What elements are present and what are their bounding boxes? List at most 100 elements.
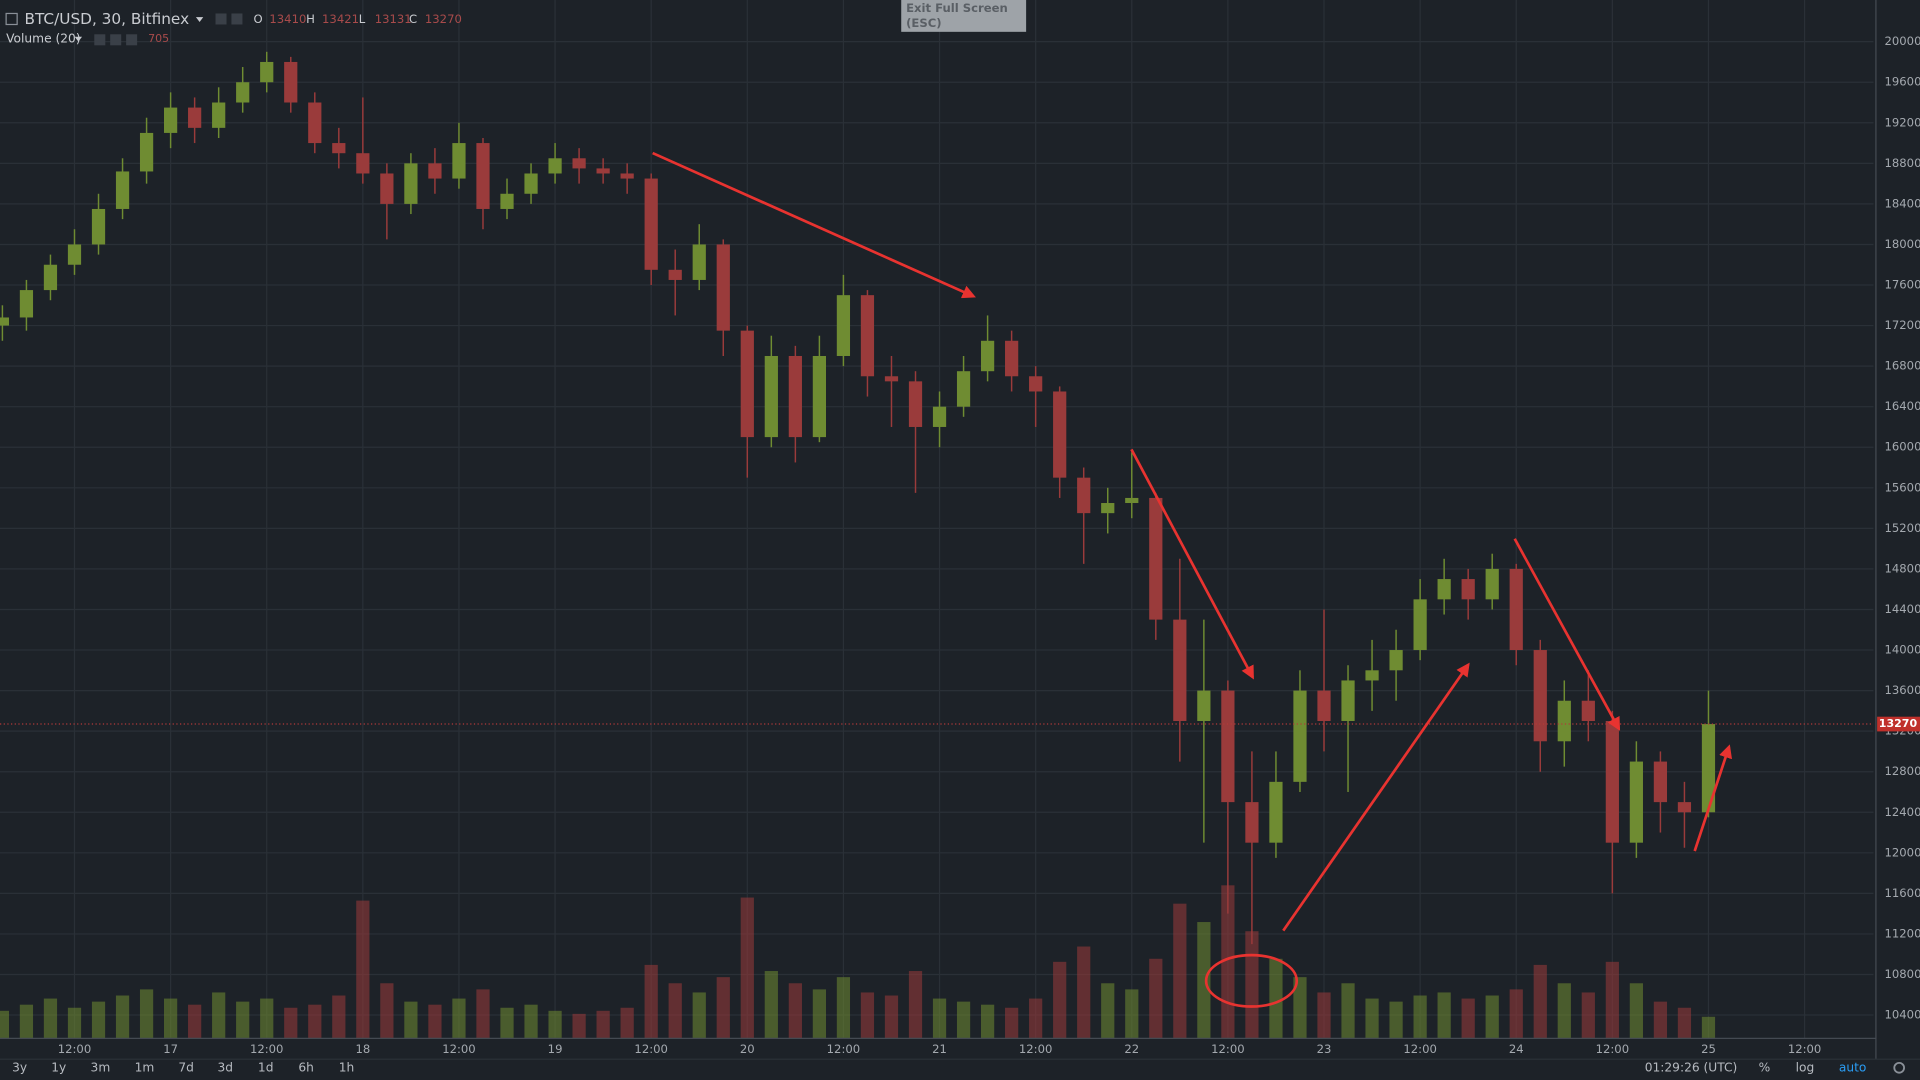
y-tick-label: 14800 (1884, 561, 1920, 575)
volume-bar (1413, 995, 1427, 1039)
hide-icon[interactable] (231, 13, 243, 25)
candle-body (764, 355, 778, 438)
x-tick-label: 12:00 (1403, 1042, 1437, 1056)
candle-body (860, 295, 875, 377)
x-tick-label: 21 (932, 1042, 947, 1056)
x-tick-label: 12:00 (250, 1042, 284, 1056)
axes: 1040010800112001160012000124001280013200… (0, 34, 1920, 1056)
y-tick-label: 15600 (1884, 480, 1920, 494)
timeframe-button[interactable]: 7d (178, 1060, 194, 1074)
candle-body (1077, 477, 1091, 514)
dropdown-icon[interactable] (195, 17, 204, 23)
timeframe-button[interactable]: 6h (298, 1060, 314, 1074)
volume-bar (908, 971, 923, 1039)
timeframe-button[interactable]: 3y (12, 1060, 27, 1074)
volume-bar (956, 1001, 971, 1039)
x-tick-label: 12:00 (1596, 1042, 1630, 1056)
volume-bar (668, 983, 682, 1039)
volume-bar (1533, 964, 1547, 1039)
x-tick-label: 22 (1124, 1042, 1139, 1056)
x-tick-label: 20 (740, 1042, 755, 1056)
y-tick-label: 11200 (1884, 926, 1920, 940)
candle-body (115, 171, 130, 209)
y-tick-label: 18400 (1884, 196, 1920, 210)
button-label[interactable]: (ESC) (906, 16, 941, 30)
clock: 01:29:26 (UTC) (1645, 1060, 1738, 1074)
candle-body (788, 355, 802, 438)
x-tick-label: 12:00 (1211, 1042, 1245, 1056)
dropdown-icon[interactable] (74, 36, 83, 42)
candle-body (67, 244, 82, 265)
volume-bar (308, 1004, 322, 1039)
volume-bar (1437, 992, 1451, 1039)
highlight-ellipse (1204, 953, 1299, 1008)
candle-body (1053, 391, 1067, 478)
arrow (1693, 744, 1733, 852)
settings-icon[interactable] (215, 13, 227, 25)
y-tick-label: 17200 (1884, 318, 1920, 332)
volume-bar (620, 1007, 634, 1039)
y-tick-label: 16000 (1884, 440, 1920, 454)
volume-value: 705 (148, 32, 169, 45)
y-tick-label: 11600 (1884, 886, 1920, 900)
volume-bar (67, 1007, 82, 1039)
x-tick-label: 24 (1509, 1042, 1524, 1056)
timeframe-button[interactable]: 1y (51, 1060, 66, 1074)
ohlc-label: H (306, 12, 315, 26)
timeframe-button[interactable]: 1m (135, 1060, 155, 1074)
candle-body (1389, 650, 1403, 671)
candle-body (644, 178, 658, 270)
candle-body (163, 107, 178, 133)
candle-body (596, 168, 610, 174)
settings-gear[interactable] (1893, 1061, 1905, 1074)
candle-body (19, 290, 34, 318)
volume-bar (1197, 922, 1211, 1039)
scale-toggle[interactable]: log (1796, 1060, 1815, 1074)
ohlc-value: 13421 (322, 12, 359, 26)
timeframe-button[interactable]: 3m (91, 1060, 111, 1074)
timeframe-button[interactable]: 1h (339, 1060, 355, 1074)
volume-bar (212, 992, 226, 1039)
timeframe-button[interactable]: 1d (258, 1060, 274, 1074)
settings-icon[interactable] (94, 34, 106, 46)
arrow (652, 151, 976, 299)
candle-body (1269, 781, 1283, 843)
scale-toggle[interactable]: % (1759, 1060, 1771, 1074)
x-tick-label: 12:00 (1788, 1042, 1822, 1056)
candle-body (1605, 721, 1619, 843)
button-label[interactable]: Exit Full Screen (906, 1, 1008, 15)
candle-body (1341, 680, 1355, 722)
volume-bar (1125, 989, 1139, 1039)
volume-bar (716, 977, 730, 1039)
candle-body (139, 132, 154, 172)
candle-body (1653, 761, 1668, 803)
symbol-title: BTC/USD, 30, Bitfinex (24, 10, 189, 28)
collapse-icon[interactable] (5, 12, 18, 26)
close-icon[interactable] (126, 34, 138, 46)
y-tick-label: 10400 (1884, 1008, 1920, 1022)
volume-bar (452, 998, 466, 1039)
candle-body (284, 61, 298, 103)
volume-bar (980, 1004, 995, 1039)
volume-bar (43, 998, 58, 1039)
y-tick-label: 16400 (1884, 399, 1920, 413)
candle-body (1125, 497, 1139, 504)
hide-icon[interactable] (110, 34, 122, 46)
candle-body (43, 264, 58, 291)
candle-body (476, 143, 490, 209)
button-bg[interactable] (901, 0, 1027, 32)
timeframe-button[interactable]: 3d (218, 1060, 234, 1074)
volume-bar (1053, 961, 1067, 1039)
y-tick-label: 12400 (1884, 805, 1920, 819)
candle-body (1149, 497, 1163, 620)
volume-bar (572, 1013, 586, 1039)
volume-bar (236, 1001, 250, 1039)
y-tick-label: 19200 (1884, 115, 1920, 129)
volume-bar (1341, 983, 1355, 1039)
candle-body (1485, 568, 1499, 600)
volume-bar (836, 977, 851, 1039)
volume-bar (812, 989, 827, 1039)
exit-full-screen-button[interactable]: Exit Full Screen (ESC) (901, 0, 1027, 32)
scale-toggle[interactable]: auto (1839, 1060, 1867, 1074)
